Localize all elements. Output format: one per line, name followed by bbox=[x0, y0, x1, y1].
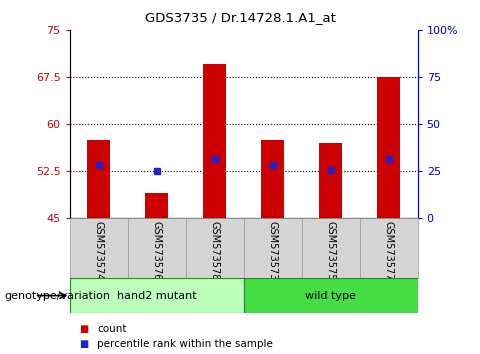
Bar bbox=[319, 143, 342, 218]
Bar bbox=[243, 218, 301, 278]
Text: GSM573577: GSM573577 bbox=[384, 221, 394, 280]
Bar bbox=[261, 139, 284, 218]
Text: GSM573574: GSM573574 bbox=[94, 221, 104, 280]
Text: GDS3735 / Dr.14728.1.A1_at: GDS3735 / Dr.14728.1.A1_at bbox=[144, 11, 336, 24]
Bar bbox=[70, 278, 243, 313]
Bar bbox=[87, 139, 110, 218]
Text: ■: ■ bbox=[79, 339, 88, 349]
Bar bbox=[128, 218, 186, 278]
Text: ■: ■ bbox=[79, 324, 88, 333]
Bar bbox=[377, 77, 400, 218]
Text: hand2 mutant: hand2 mutant bbox=[117, 291, 196, 301]
Text: GSM573573: GSM573573 bbox=[268, 221, 277, 280]
Text: percentile rank within the sample: percentile rank within the sample bbox=[97, 339, 273, 349]
Text: count: count bbox=[97, 324, 127, 333]
Bar bbox=[203, 64, 226, 218]
Text: GSM573575: GSM573575 bbox=[325, 221, 336, 280]
Bar bbox=[360, 218, 418, 278]
Text: genotype/variation: genotype/variation bbox=[5, 291, 111, 301]
Bar bbox=[70, 218, 128, 278]
Bar bbox=[186, 218, 243, 278]
Bar bbox=[243, 278, 418, 313]
Text: GSM573578: GSM573578 bbox=[210, 221, 219, 280]
Bar bbox=[301, 218, 360, 278]
Bar bbox=[145, 193, 168, 218]
Text: GSM573576: GSM573576 bbox=[152, 221, 162, 280]
Text: wild type: wild type bbox=[305, 291, 356, 301]
